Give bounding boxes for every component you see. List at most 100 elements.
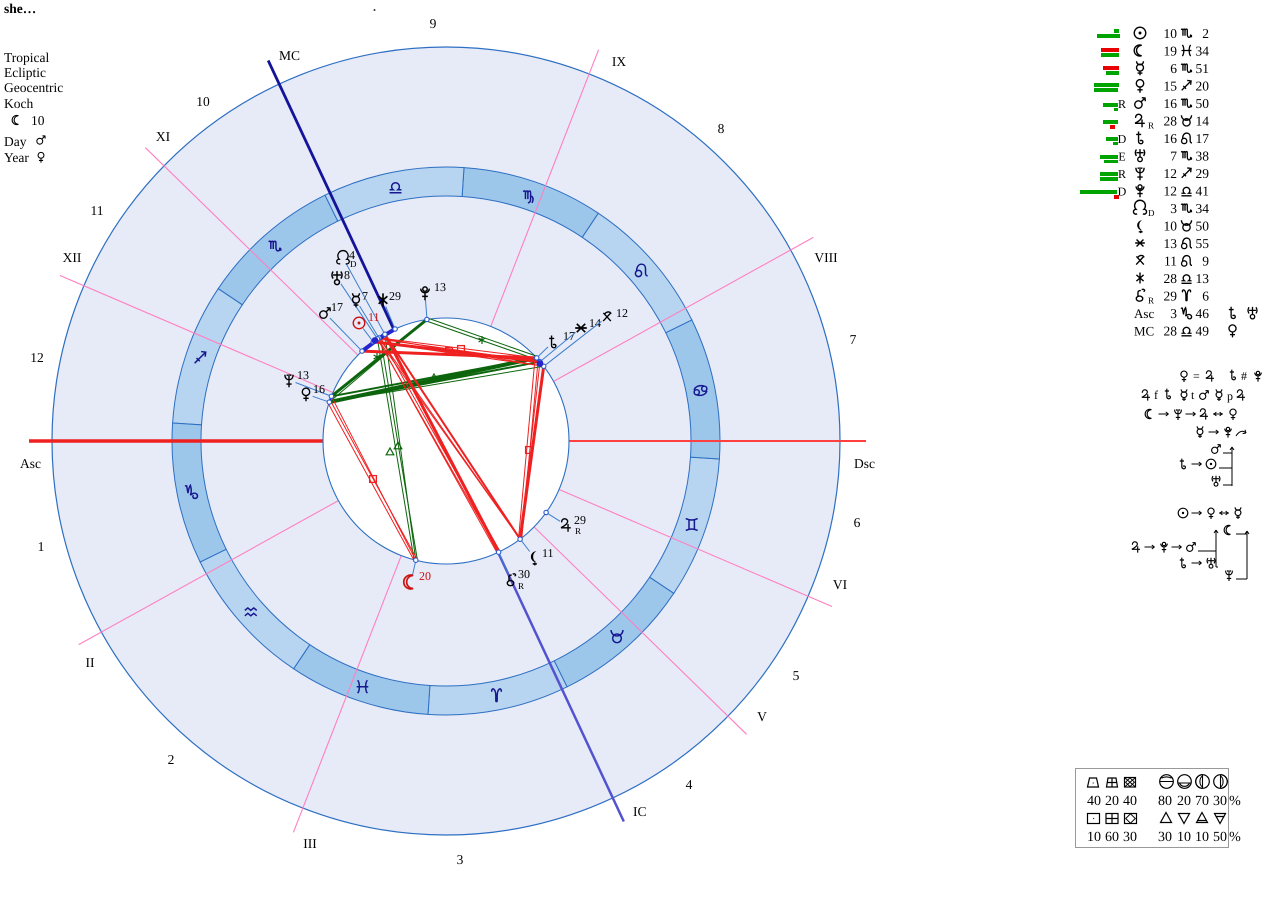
- svg-text:40: 40: [1087, 794, 1101, 809]
- svg-text:34: 34: [1196, 44, 1210, 59]
- svg-text:51: 51: [1196, 61, 1210, 76]
- svg-text:40: 40: [1123, 794, 1137, 809]
- svg-text:6: 6: [1170, 61, 1177, 76]
- svg-text:E: E: [1118, 150, 1125, 164]
- svg-text:19: 19: [1164, 44, 1178, 59]
- svg-text:10: 10: [1087, 830, 1101, 845]
- svg-text:#: #: [1241, 369, 1247, 383]
- svg-text:28: 28: [1164, 271, 1178, 286]
- svg-text:41: 41: [1196, 184, 1210, 199]
- svg-text:II: II: [86, 655, 95, 670]
- svg-text:38: 38: [1196, 149, 1210, 164]
- svg-text:VI: VI: [833, 577, 848, 592]
- svg-text:MC: MC: [1134, 324, 1154, 339]
- svg-text:15: 15: [1164, 79, 1178, 94]
- svg-text:8: 8: [344, 268, 350, 282]
- svg-text:29: 29: [389, 289, 401, 303]
- svg-text:28: 28: [1164, 114, 1178, 129]
- svg-text:49: 49: [1196, 324, 1210, 339]
- svg-text:20: 20: [419, 569, 431, 583]
- svg-text:V: V: [757, 709, 767, 724]
- svg-text:f: f: [1154, 388, 1158, 402]
- svg-text:46: 46: [1196, 306, 1210, 321]
- svg-text:34: 34: [1196, 201, 1210, 216]
- svg-text:3: 3: [1170, 306, 1177, 321]
- svg-text:%: %: [1229, 794, 1241, 809]
- svg-text:7: 7: [362, 289, 368, 303]
- svg-text:13: 13: [1196, 271, 1210, 286]
- svg-text:10: 10: [1164, 26, 1178, 41]
- svg-text:29: 29: [574, 513, 586, 527]
- svg-text:30: 30: [1158, 830, 1172, 845]
- svg-text:D: D: [1118, 132, 1127, 146]
- svg-text:8: 8: [718, 121, 725, 136]
- svg-text:9: 9: [430, 16, 437, 31]
- svg-text:R: R: [518, 581, 524, 591]
- svg-text:12: 12: [1164, 166, 1178, 181]
- svg-text:Geocentric: Geocentric: [4, 80, 63, 95]
- svg-text:Asc: Asc: [1134, 306, 1154, 321]
- svg-text:30: 30: [1213, 794, 1227, 809]
- svg-text:80: 80: [1158, 794, 1172, 809]
- svg-text:R: R: [575, 526, 581, 536]
- svg-text:Koch: Koch: [4, 96, 33, 111]
- svg-text:D: D: [1118, 185, 1127, 199]
- svg-text:12: 12: [30, 350, 44, 365]
- svg-text:11: 11: [542, 546, 554, 560]
- svg-text:16: 16: [1164, 96, 1178, 111]
- svg-text:30: 30: [518, 567, 530, 581]
- svg-text:50: 50: [1196, 219, 1210, 234]
- svg-text:12: 12: [616, 306, 628, 320]
- svg-text:16: 16: [313, 382, 325, 396]
- svg-text:R: R: [1148, 121, 1154, 131]
- svg-text:2: 2: [168, 752, 175, 767]
- svg-text:MC: MC: [279, 48, 300, 63]
- svg-text:=: =: [1193, 369, 1200, 383]
- svg-text:28: 28: [1164, 324, 1178, 339]
- svg-text:10: 10: [1164, 219, 1178, 234]
- svg-text:9: 9: [1202, 254, 1209, 269]
- svg-text:3: 3: [1170, 201, 1177, 216]
- svg-text:50: 50: [1213, 830, 1227, 845]
- svg-text:29: 29: [1196, 166, 1210, 181]
- svg-text:Tropical: Tropical: [4, 50, 50, 65]
- svg-text:7: 7: [1170, 149, 1177, 164]
- svg-text:she…: she…: [4, 1, 36, 16]
- svg-text:XI: XI: [156, 129, 171, 144]
- svg-text:11: 11: [91, 203, 104, 218]
- svg-text:55: 55: [1196, 236, 1210, 251]
- svg-text:IC: IC: [633, 804, 647, 819]
- svg-text:20: 20: [1177, 794, 1191, 809]
- svg-text:14: 14: [589, 316, 601, 330]
- svg-text:5: 5: [793, 668, 800, 683]
- svg-text:12: 12: [1164, 184, 1178, 199]
- svg-text:2: 2: [1202, 26, 1209, 41]
- svg-text:10: 10: [1195, 830, 1209, 845]
- svg-text:Dsc: Dsc: [854, 456, 875, 471]
- svg-text:R: R: [1118, 167, 1126, 181]
- svg-text:10: 10: [1177, 830, 1191, 845]
- svg-text:IX: IX: [612, 54, 626, 69]
- svg-text:1: 1: [38, 539, 45, 554]
- svg-text:R: R: [1118, 97, 1126, 111]
- svg-text:20: 20: [1196, 79, 1210, 94]
- svg-text:14: 14: [1196, 114, 1210, 129]
- svg-text:7: 7: [850, 332, 857, 347]
- svg-text:10: 10: [196, 94, 210, 109]
- svg-text:30: 30: [1123, 830, 1137, 845]
- svg-text:3: 3: [457, 852, 464, 867]
- svg-text:60: 60: [1105, 830, 1119, 845]
- svg-text:VIII: VIII: [814, 250, 838, 265]
- svg-text:17: 17: [331, 300, 343, 314]
- svg-text:16: 16: [1164, 131, 1178, 146]
- svg-text:4: 4: [349, 248, 355, 262]
- svg-text:Year: Year: [4, 150, 29, 165]
- svg-text:10: 10: [31, 113, 45, 128]
- svg-text:R: R: [1148, 296, 1154, 306]
- svg-text:Asc: Asc: [20, 456, 41, 471]
- svg-text:50: 50: [1196, 96, 1210, 111]
- svg-text:4: 4: [686, 777, 693, 792]
- svg-text:Ecliptic: Ecliptic: [4, 65, 46, 80]
- svg-text:70: 70: [1195, 794, 1209, 809]
- svg-text:D: D: [350, 259, 357, 269]
